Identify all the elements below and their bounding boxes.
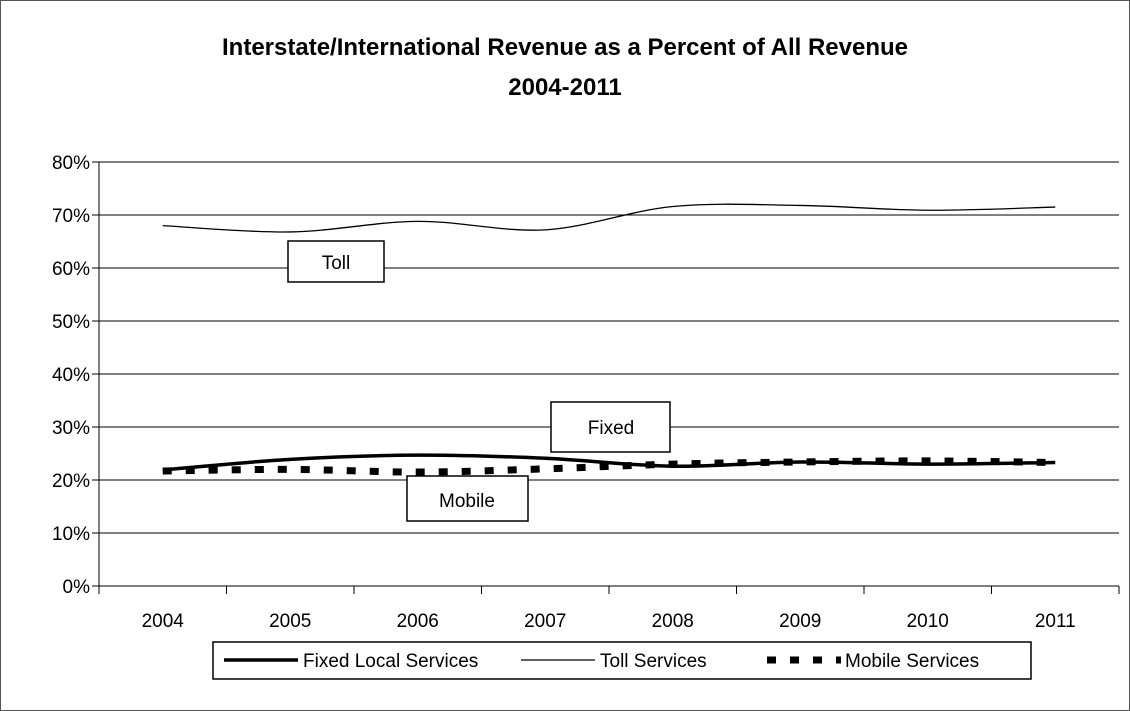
- x-tick-label: 2011: [1035, 611, 1076, 632]
- x-tick-label: 2010: [907, 611, 949, 632]
- annotation-fixed-label: Fixed: [588, 418, 634, 439]
- legend-label-fixed: Fixed Local Services: [303, 651, 478, 672]
- annotation-mobile: Mobile: [406, 475, 529, 522]
- legend-box: [212, 641, 1032, 680]
- x-tick-label: 2008: [652, 611, 694, 632]
- legend: Fixed Local Services Toll Services Mobil…: [212, 641, 1032, 680]
- annotation-mobile-label: Mobile: [439, 491, 495, 512]
- annotation-fixed: Fixed: [550, 401, 671, 453]
- x-tick-label: 2007: [524, 611, 566, 632]
- legend-label-toll: Toll Services: [600, 651, 707, 672]
- legend-label-mobile: Mobile Services: [845, 651, 979, 672]
- y-tick-label: 70%: [52, 206, 90, 227]
- y-tick-label: 30%: [52, 418, 90, 439]
- x-tick-label: 2004: [142, 611, 185, 632]
- series-line-mobile: [162, 457, 1056, 476]
- annotation-toll: Toll: [287, 240, 385, 283]
- series-line-toll: [162, 203, 1056, 233]
- annotation-mobile-box: [406, 475, 529, 522]
- gridlines: [99, 161, 1119, 534]
- series-line-fixed-local: [162, 453, 1056, 472]
- y-tick-label: 0%: [63, 577, 91, 598]
- x-tick-label: 2009: [779, 611, 821, 632]
- y-tick-label: 20%: [52, 471, 90, 492]
- y-tick-label: 80%: [52, 153, 90, 174]
- chart-subtitle: 2004-2011: [508, 74, 621, 101]
- annotation-toll-box: [287, 240, 385, 283]
- y-tick-label: 10%: [52, 524, 90, 545]
- chart-title: Interstate/International Revenue as a Pe…: [222, 34, 908, 61]
- annotation-toll-label: Toll: [322, 253, 351, 274]
- x-tick-label: 2006: [397, 611, 439, 632]
- x-tick-label: 2005: [269, 611, 311, 632]
- annotation-fixed-box: [550, 401, 671, 453]
- y-tick-label: 50%: [52, 312, 90, 333]
- y-tick-label: 40%: [52, 365, 90, 386]
- y-tick-label: 60%: [52, 259, 90, 280]
- axes: 0% 10% 20% 30% 40% 50% 60% 70% 80% 2004 2005 2006 20…: [52, 153, 1120, 632]
- series-lines: [162, 203, 1056, 476]
